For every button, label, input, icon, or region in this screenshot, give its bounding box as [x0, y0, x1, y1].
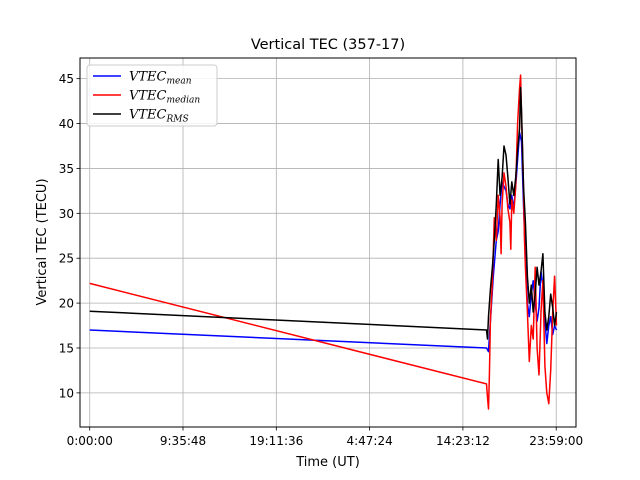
legend-entry-subscript: RMS — [166, 115, 189, 125]
y-tick-label: 15 — [59, 341, 74, 355]
legend-entry-mean: VTECmean — [129, 70, 192, 87]
legend-entry-base: VTEC — [129, 89, 167, 104]
y-tick-label: 45 — [59, 72, 74, 86]
x-tick-label: 9:35:48 — [160, 434, 206, 448]
plot-frame — [79, 57, 577, 428]
y-tick-label: 20 — [59, 297, 74, 311]
y-tick-label: 10 — [59, 386, 74, 400]
series-layer — [89, 74, 558, 410]
x-tick-label: 23:59:00 — [529, 434, 583, 448]
x-tick-label: 4:47:24 — [346, 434, 392, 448]
x-tick-label: 14:23:12 — [436, 434, 490, 448]
y-tick-label: 35 — [59, 162, 74, 176]
legend-box — [86, 64, 218, 127]
x-axis-ticks: 0:00:00 9:35:48 19:11:36 4:47:24 14:23:12 23:… — [67, 427, 583, 448]
y-tick-label: 25 — [59, 252, 74, 266]
y-axis-ticks: 10 15 20 25 30 35 40 45 — [59, 72, 80, 400]
x-tick-label: 19:11:36 — [249, 434, 303, 448]
legend-entry-base: VTEC — [129, 108, 167, 123]
legend-entry-subscript: median — [167, 96, 201, 106]
legend-entry-subscript: mean — [167, 77, 192, 87]
legend-entry-median: VTECmedian — [129, 89, 200, 106]
y-tick-label: 30 — [59, 207, 74, 221]
legend-entry-base: VTEC — [129, 70, 167, 85]
x-axis-label: Time (UT) — [295, 455, 360, 470]
y-tick-label: 40 — [59, 117, 74, 131]
x-tick-label: 0:00:00 — [67, 434, 113, 448]
legend-entry-rms: VTECRMS — [129, 108, 189, 125]
y-axis-label: Vertical TEC (TECU) — [35, 178, 50, 305]
series-line-rms — [89, 86, 558, 340]
chart-title: Vertical TEC (357-17) — [251, 37, 405, 53]
